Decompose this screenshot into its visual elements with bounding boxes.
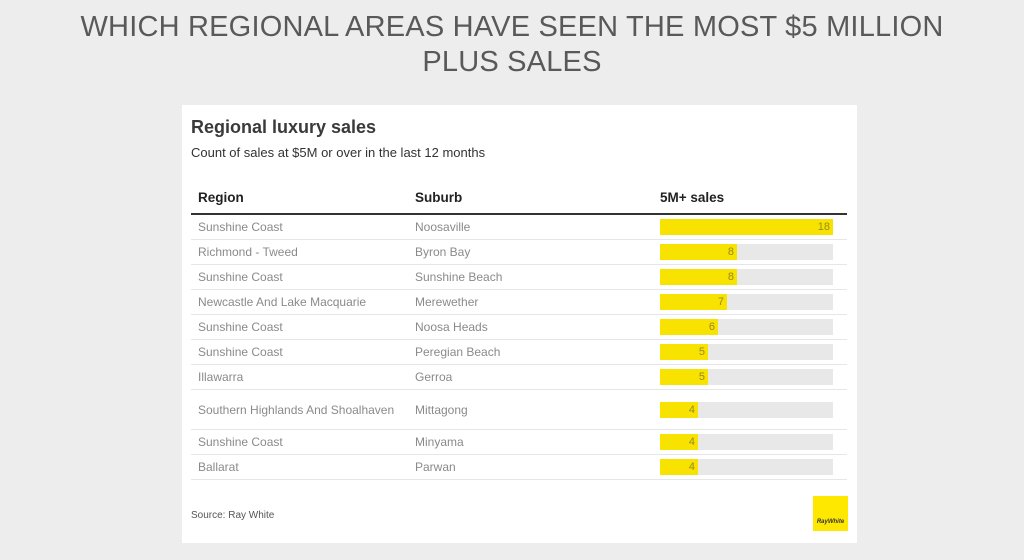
table-row: Ballarat Parwan 4: [191, 455, 847, 480]
bar-track: 8: [660, 269, 833, 285]
bar-cell: 8: [660, 240, 833, 264]
suburb-cell: Parwan: [415, 460, 456, 474]
region-cell: Ballarat: [198, 460, 239, 474]
region-cell: Southern Highlands And Shoalhaven: [198, 402, 395, 417]
bar: [660, 269, 737, 285]
bar-track: 5: [660, 344, 833, 360]
region-cell: Sunshine Coast: [198, 345, 283, 359]
bar-value-label: 7: [717, 296, 724, 308]
table-row: Sunshine Coast Minyama 4: [191, 430, 847, 455]
suburb-cell: Merewether: [415, 295, 479, 309]
bar: [660, 459, 698, 475]
bar-track: 4: [660, 434, 833, 450]
chart-title: Regional luxury sales: [191, 117, 377, 137]
chart-subtitle: Count of sales at $5M or over in the las…: [191, 145, 486, 160]
table-body: Sunshine Coast Noosaville 18 Richmond - Twe…: [191, 215, 847, 480]
sales-table: Region Suburb 5M+ sales Sunshine Coast No…: [191, 185, 847, 480]
bar-value-label: 18: [817, 221, 830, 233]
table-row: Newcastle And Lake Macquarie Merewether 7: [191, 290, 847, 315]
table-row: Southern Highlands And Shoalhaven Mittago…: [191, 390, 847, 430]
column-header-region: Region: [198, 190, 244, 205]
logo-text: RayWhite: [816, 519, 845, 525]
bar-cell: 4: [660, 390, 833, 429]
bar: [660, 344, 708, 360]
chart-card: Regional luxury sales Count of sales at …: [182, 105, 857, 543]
bar: [660, 401, 698, 418]
bar-cell: 5: [660, 365, 833, 389]
bar-track: 4: [660, 459, 833, 475]
bar-value-label: 8: [727, 246, 734, 258]
table-header: Region Suburb 5M+ sales: [191, 185, 847, 215]
bar-track: 5: [660, 369, 833, 385]
region-cell: Sunshine Coast: [198, 270, 283, 284]
bar-track: 7: [660, 294, 833, 310]
suburb-cell: Noosa Heads: [415, 320, 488, 334]
table-row: Illawarra Gerroa 5: [191, 365, 847, 390]
source-note: Source: Ray White: [191, 510, 275, 521]
bar-cell: 6: [660, 315, 833, 339]
suburb-cell: Gerroa: [415, 370, 453, 384]
bar-value-label: 8: [727, 271, 734, 283]
suburb-cell: Minyama: [415, 435, 464, 449]
suburb-cell: Noosaville: [415, 220, 471, 234]
bar-cell: 4: [660, 430, 833, 454]
bar-value-label: 5: [698, 346, 705, 358]
region-cell: Sunshine Coast: [198, 220, 283, 234]
bar: [660, 319, 718, 335]
column-header-suburb: Suburb: [415, 190, 463, 205]
table-row: Sunshine Coast Noosa Heads 6: [191, 315, 847, 340]
bar: [660, 294, 727, 310]
bar: [660, 219, 833, 235]
table-row: Sunshine Coast Sunshine Beach 8: [191, 265, 847, 290]
bar-cell: 7: [660, 290, 833, 314]
region-cell: Sunshine Coast: [198, 435, 283, 449]
bar-track: 4: [660, 401, 833, 418]
region-cell: Sunshine Coast: [198, 320, 283, 334]
bar-value-label: 6: [708, 321, 715, 333]
bar-cell: 5: [660, 340, 833, 364]
table-row: Sunshine Coast Peregian Beach 5: [191, 340, 847, 365]
slide-title: WHICH REGIONAL AREAS HAVE SEEN THE MOST …: [80, 11, 944, 78]
bar: [660, 244, 737, 260]
suburb-cell: Byron Bay: [415, 245, 471, 259]
bar-cell: 18: [660, 215, 833, 239]
bar-track: 8: [660, 244, 833, 260]
bar-value-label: 4: [688, 461, 695, 473]
region-cell: Newcastle And Lake Macquarie: [198, 295, 367, 309]
table-row: Richmond - Tweed Byron Bay 8: [191, 240, 847, 265]
ray-white-logo: RayWhite: [813, 496, 848, 531]
column-header-sales: 5M+ sales: [660, 190, 725, 205]
suburb-cell: Mittagong: [415, 402, 468, 417]
bar-value-label: 4: [688, 436, 695, 448]
bar-cell: 4: [660, 455, 833, 479]
suburb-cell: Sunshine Beach: [415, 270, 503, 284]
suburb-cell: Peregian Beach: [415, 345, 501, 359]
bar-track: 18: [660, 219, 833, 235]
region-cell: Richmond - Tweed: [198, 245, 298, 259]
bar-cell: 8: [660, 265, 833, 289]
table-row: Sunshine Coast Noosaville 18: [191, 215, 847, 240]
bar: [660, 434, 698, 450]
bar-value-label: 4: [688, 403, 695, 416]
bar-track: 6: [660, 319, 833, 335]
bar: [660, 369, 708, 385]
bar-value-label: 5: [698, 371, 705, 383]
region-cell: Illawarra: [198, 370, 244, 384]
